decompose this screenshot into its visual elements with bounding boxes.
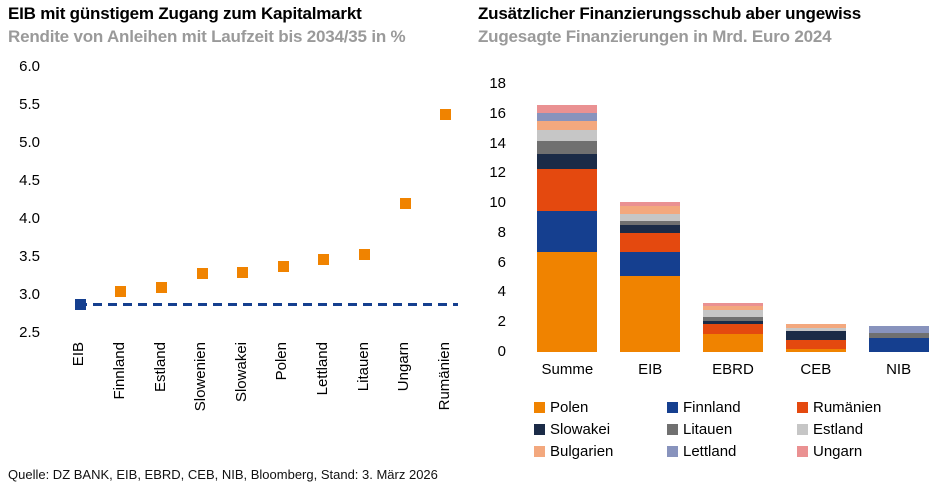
y-axis-tick-label: 2.5	[19, 324, 40, 341]
y-axis-tick-label: 6	[497, 253, 506, 271]
bar-segment-bulgarien-eib	[620, 206, 681, 215]
data-point-finnland	[115, 285, 127, 297]
bar-segment-rumanien-ceb	[785, 340, 846, 349]
legend-swatch-estland	[797, 424, 808, 435]
legend-label-slowakei: Slowakei	[550, 421, 611, 438]
legend-label-finnland: Finnland	[683, 399, 741, 416]
bar-segment-ungarn-summe	[537, 104, 598, 114]
bar-segment-polen-eib	[620, 276, 681, 352]
bar-segment-bulgarien-ceb	[785, 324, 846, 329]
bar-segment-rumanien-eib	[620, 232, 681, 253]
bar-segment-polen-ceb	[785, 349, 846, 352]
bar-segment-rumanien-summe	[537, 168, 598, 211]
legend-swatch-rumanien	[797, 402, 808, 413]
bar-segment-polen-ebrd	[703, 334, 763, 352]
y-axis-tick-label: 4.0	[19, 210, 40, 227]
bar-category-label-ceb: CEB	[800, 361, 832, 378]
bar-segment-litauen-eib	[620, 220, 681, 226]
bar-category-label-summe: Summe	[541, 361, 594, 378]
bar-segment-finnland-nib	[868, 337, 929, 352]
scatter-plot-area: 6.0 5.5 5.0 4.5 4.0 3.5 3.0 2.5 EIB Finnland Estla…	[0, 0, 470, 493]
legend-label-lettland: Lettland	[683, 443, 737, 460]
data-point-eib	[74, 298, 86, 310]
bar-segment-litauen-nib	[868, 332, 929, 338]
data-point-slowenien	[196, 268, 208, 280]
bar-segment-estland-summe	[537, 130, 598, 142]
legend-swatch-polen	[534, 402, 545, 413]
legend-swatch-slowakei	[534, 424, 545, 435]
bar-segment-bulgarien-ebrd	[703, 305, 763, 311]
data-point-estland	[156, 281, 167, 293]
y-axis-tick-label: 16	[489, 104, 506, 122]
y-axis-tick-label: 5.5	[19, 96, 40, 113]
bar-segment-slowakei-ceb	[785, 331, 846, 341]
bar-segment-litauen-ebrd	[703, 317, 763, 322]
data-point-litauen	[359, 249, 370, 261]
legend-swatch-bulgarien	[534, 446, 545, 457]
y-axis-tick-label: 5.0	[19, 134, 40, 151]
legend-label-estland: Estland	[813, 421, 864, 438]
left-chart-title: EIB mit günstigem Zugang zum Kapitalmark…	[8, 4, 362, 23]
source-note: Quelle: DZ BANK, EIB, EBRD, CEB, NIB, Bl…	[8, 467, 438, 482]
bar-segment-bulgarien-summe	[537, 121, 598, 131]
y-axis-tick-label: 10	[489, 194, 506, 212]
legend-label-litauen: Litauen	[683, 421, 733, 438]
bar-segment-slowakei-eib	[620, 225, 681, 233]
y-axis-tick-label: 14	[489, 134, 506, 152]
bar-segment-lettland-nib	[868, 325, 929, 333]
bar-segment-estland-ceb	[785, 328, 846, 332]
y-axis-tick-label: 4.5	[19, 172, 40, 189]
data-point-polen	[277, 260, 289, 272]
y-axis-tick-label: 18	[489, 75, 506, 92]
legend-swatch-litauen	[667, 424, 678, 435]
right-chart-title: Zusätzlicher Finanzierungsschub aber ung…	[478, 4, 862, 23]
legend-swatch-lettland	[667, 446, 678, 457]
y-axis-tick-label: 3.5	[19, 248, 40, 265]
legend-swatch-finnland	[667, 402, 678, 413]
bar-category-label-eib: EIB	[638, 361, 663, 378]
bar-category-label-ebrd: EBRD	[712, 361, 754, 378]
bar-segment-finnland-summe	[537, 210, 598, 253]
left-chart-subtitle: Rendite von Anleihen mit Laufzeit bis 20…	[8, 27, 406, 46]
bar-segment-rumanien-ebrd	[703, 324, 763, 335]
legend-label-bulgarien: Bulgarien	[550, 443, 614, 460]
data-point-rumanien	[440, 109, 452, 121]
y-axis-tick-label: 8	[497, 223, 506, 241]
bar-segment-estland-ebrd	[703, 310, 763, 317]
y-axis-tick-label: 6.0	[19, 58, 40, 75]
bar-segment-litauen-summe	[537, 141, 598, 154]
data-point-ungarn	[399, 198, 411, 210]
bar-segment-ungarn-eib	[620, 202, 681, 207]
bar-segment-slowakei-summe	[537, 153, 598, 169]
bar-segment-finnland-eib	[620, 252, 681, 277]
y-axis-tick-label: 2	[497, 313, 506, 331]
y-axis-tick-label: 0	[497, 343, 506, 360]
bar-segment-ungarn-ebrd	[703, 302, 763, 306]
legend-swatch-ungarn	[797, 446, 808, 457]
bar-segment-lettland-summe	[537, 113, 598, 122]
right-chart-subtitle: Zugesagte Finanzierungen in Mrd. Euro 20…	[478, 27, 832, 46]
y-axis-tick-label: 4	[497, 283, 506, 301]
bar-category-label-nib: NIB	[886, 361, 912, 378]
data-point-lettland	[318, 253, 330, 265]
bar-segment-estland-eib	[620, 214, 681, 221]
legend-label-ungarn: Ungarn	[813, 443, 863, 460]
legend-label-polen: Polen	[550, 399, 589, 416]
y-axis-tick-label: 3.0	[19, 286, 40, 303]
legend-label-rumanien: Rumänien	[813, 399, 882, 416]
reference-line	[78, 303, 458, 307]
bar-segment-slowakei-ebrd	[703, 321, 763, 325]
y-axis-tick-label: 12	[489, 164, 506, 182]
data-point-slowakei	[237, 266, 249, 278]
bar-segment-polen-summe	[537, 252, 598, 352]
